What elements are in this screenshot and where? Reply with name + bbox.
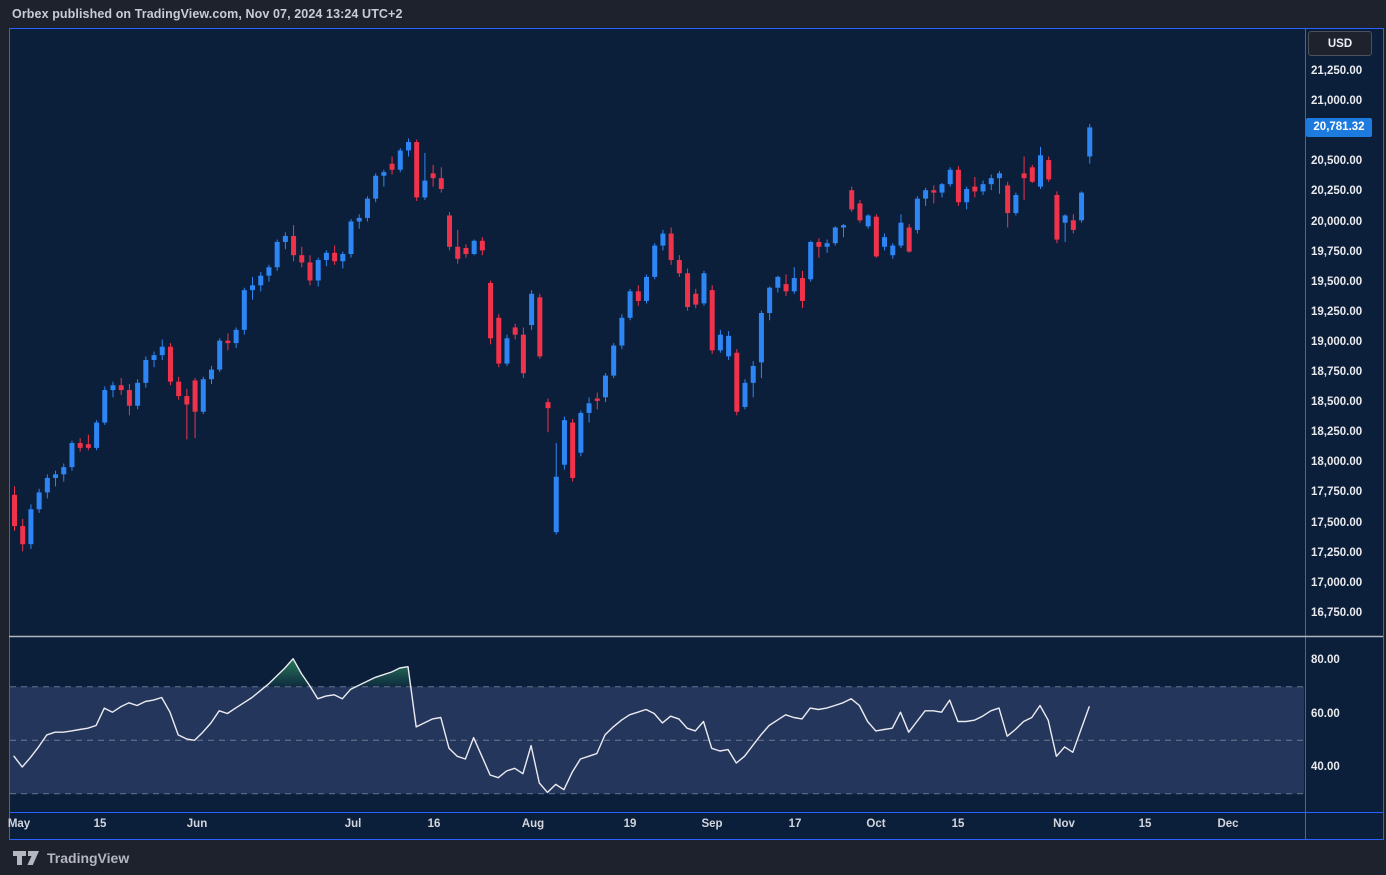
header-bar: Orbex published on TradingView.com, Nov … (0, 0, 1386, 28)
chart-plot-area[interactable] (9, 28, 1383, 840)
tradingview-brand[interactable]: TradingView (47, 849, 130, 866)
tradingview-logo-icon[interactable] (13, 850, 40, 866)
footer-bar: TradingView (0, 840, 1386, 875)
currency-button[interactable]: USD (1308, 31, 1372, 56)
last-price-label: 20,781.32 (1306, 117, 1372, 137)
publish-caption: Orbex published on TradingView.com, Nov … (12, 7, 403, 21)
